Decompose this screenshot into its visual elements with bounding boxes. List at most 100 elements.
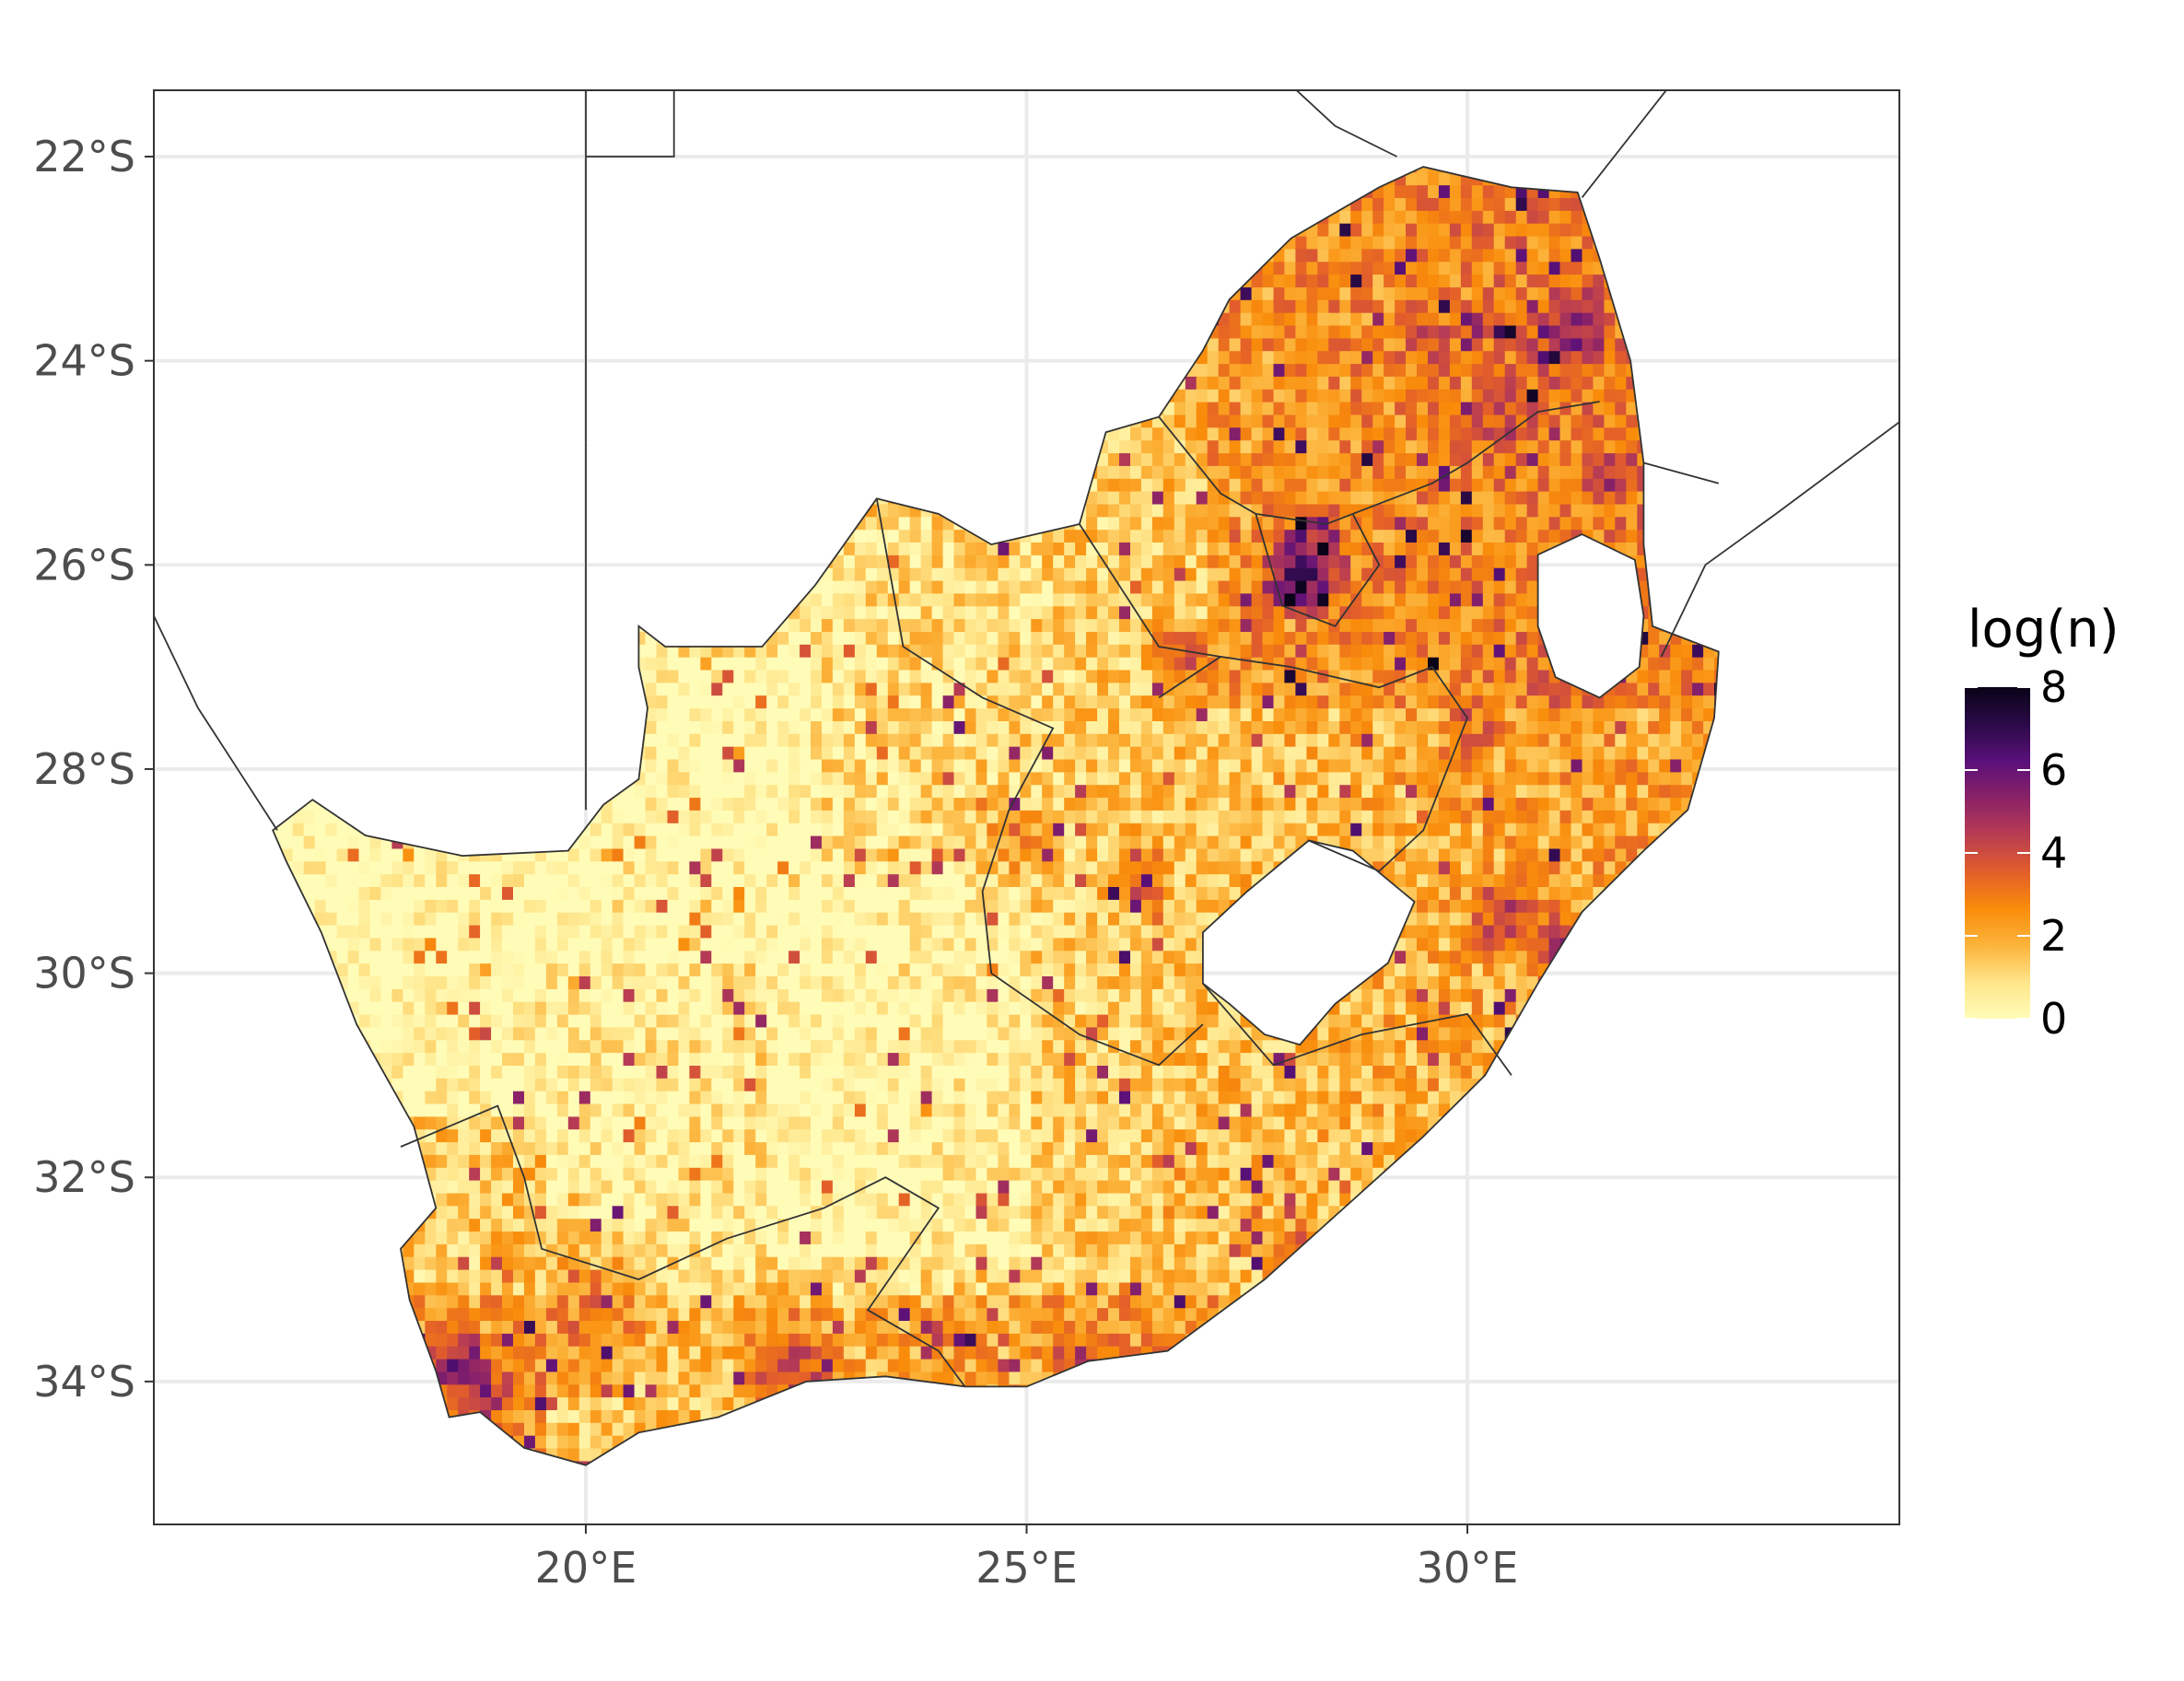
heat-cell [502,1001,514,1015]
heat-cell [667,1231,680,1244]
heat-cell [645,1013,658,1028]
heat-cell [502,1103,514,1117]
heat-cell [645,1052,658,1066]
heat-cell [534,1078,547,1091]
heat-cell [425,1013,437,1028]
heat-cell [711,1065,723,1079]
heat-cell [513,1256,525,1270]
heat-cell [590,1103,602,1117]
heat-cell [458,937,470,951]
heat-cell [667,1192,680,1207]
heat-cell [480,1141,492,1155]
heat-cell [469,860,481,875]
heat-cell [436,1141,448,1155]
heat-cell [469,1231,481,1244]
heat-cell [700,746,712,760]
heat-cell [744,1078,756,1091]
heat-cell [513,1078,525,1091]
heat-cell [578,1115,591,1130]
heat-cell [645,823,658,836]
heat-cell [513,912,525,926]
heat-cell [578,1383,591,1398]
heat-cell [567,899,580,913]
heat-cell [469,924,481,939]
heat-cell [667,1320,680,1334]
heat-cell [744,835,756,849]
heat-cell [556,1128,569,1143]
heat-cell [612,1281,625,1296]
heat-cell [733,707,745,721]
heat-cell [524,1013,536,1028]
heat-cell [491,1281,503,1296]
heat-cell [634,1013,647,1028]
heat-cell [645,1383,658,1398]
heat-cell [447,1013,459,1028]
heat-cell [733,886,745,900]
heat-cell [711,1154,723,1168]
heat-cell [292,823,305,836]
heat-cell [414,1294,426,1309]
heat-cell [403,950,415,964]
heat-cell [700,1091,712,1104]
heat-cell [425,1307,437,1321]
heat-cell [502,1231,514,1244]
heat-cell [578,1371,591,1385]
heat-cell [369,847,382,862]
heat-cell [447,963,459,976]
heat-cell [292,860,305,875]
heat-cell [766,1243,778,1257]
heat-cell [656,1294,669,1309]
heat-cell [634,784,647,799]
heat-cell [469,1039,481,1054]
heat-cell [678,1358,691,1372]
heat-cell [700,912,712,926]
heat-cell [612,1205,625,1220]
heat-cell [414,1065,426,1079]
heat-cell [281,823,294,836]
heat-cell [369,873,382,887]
heat-cell [667,797,680,811]
heat-cell [556,1167,569,1181]
heat-cell [623,835,636,849]
heat-cell [711,797,723,811]
heat-cell [777,746,789,760]
heat-cell [678,682,691,696]
heat-cell [447,873,459,887]
heat-cell [634,1065,647,1079]
heat-cell [700,835,712,849]
heat-cell [590,823,602,836]
heat-cell [678,1128,691,1143]
heat-cell [567,1371,580,1385]
heat-cell [534,1180,547,1194]
heat-cell [458,975,470,989]
heat-cell [590,1205,602,1220]
heat-cell [425,924,437,939]
heat-cell [689,733,701,747]
heat-cell [590,1269,602,1283]
heat-cell [777,950,789,964]
heat-cell [414,1115,426,1130]
heat-cell [469,1346,481,1360]
heat-cell [645,899,658,913]
heat-cell [513,1409,525,1423]
heat-cell [733,1218,745,1232]
heat-cell [623,1256,636,1270]
heat-cell [567,1026,580,1041]
heat-cell [623,1052,636,1066]
heat-cell [325,924,338,939]
heat-cell [458,924,470,939]
heat-cell [744,657,756,671]
heat-cell [534,1243,547,1257]
heat-cell [534,1103,547,1117]
heat-cell [755,1307,767,1321]
heat-cell [656,1281,669,1296]
heat-cell [545,1422,558,1436]
heat-cell [766,733,778,747]
heat-cell [358,1001,371,1015]
heat-cell [403,1091,415,1104]
heat-cell [656,657,669,671]
heat-cell [601,1154,613,1168]
heat-cell [513,924,525,939]
heat-cell [733,1065,745,1079]
heat-cell [656,695,669,709]
